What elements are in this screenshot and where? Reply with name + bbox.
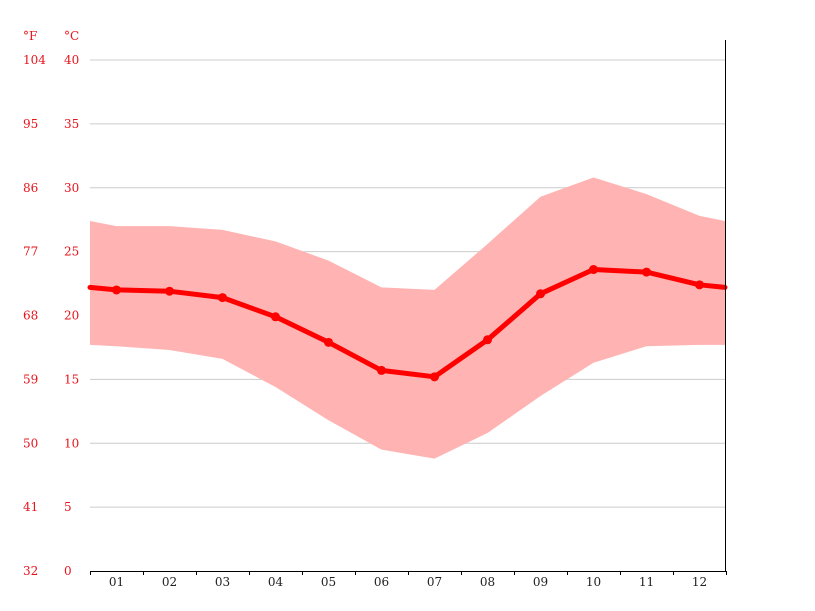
y-tick-fahrenheit: 77 bbox=[23, 245, 38, 259]
y-tick-celsius: 20 bbox=[64, 309, 79, 323]
y-tick-celsius: 40 bbox=[64, 53, 79, 67]
y-tick-fahrenheit: 32 bbox=[23, 564, 38, 578]
mean-point bbox=[483, 335, 492, 345]
axes bbox=[90, 40, 727, 575]
mean-point bbox=[377, 365, 386, 375]
mean-point bbox=[218, 293, 227, 303]
x-tick-label: 02 bbox=[162, 575, 177, 589]
x-tick-label: 07 bbox=[427, 575, 442, 589]
x-tick-label: 10 bbox=[586, 575, 601, 589]
y-tick-celsius: 35 bbox=[64, 117, 79, 131]
y-tick-fahrenheit: 41 bbox=[23, 500, 38, 514]
y-tick-fahrenheit: 68 bbox=[23, 309, 38, 323]
x-tick-labels: 01 02 03 04 05 06 07 08 09 10 11 12 bbox=[109, 575, 707, 589]
temperature-range-band bbox=[90, 177, 725, 459]
x-tick-label: 08 bbox=[480, 575, 495, 589]
x-tick-label: 03 bbox=[215, 575, 230, 589]
mean-point bbox=[589, 265, 598, 275]
celsius-unit-label: °C bbox=[64, 29, 79, 43]
mean-point bbox=[642, 267, 651, 277]
y-tick-celsius: 5 bbox=[64, 500, 72, 514]
mean-temperature-points bbox=[112, 265, 704, 382]
mean-point bbox=[271, 312, 280, 322]
y-tick-celsius: 15 bbox=[64, 372, 79, 386]
y-tick-fahrenheit: 86 bbox=[23, 181, 38, 195]
y-tick-celsius: 30 bbox=[64, 181, 79, 195]
y-tick-fahrenheit: 50 bbox=[23, 436, 38, 450]
mean-point bbox=[324, 337, 333, 347]
mean-point bbox=[536, 289, 545, 299]
fahrenheit-unit-label: °F bbox=[23, 29, 37, 43]
y-tick-celsius: 0 bbox=[64, 564, 72, 578]
y-tick-celsius: 10 bbox=[64, 436, 79, 450]
x-tick-label: 04 bbox=[268, 575, 284, 589]
x-tick-label: 12 bbox=[692, 575, 707, 589]
y-tick-celsius: 25 bbox=[64, 245, 79, 259]
x-tick-label: 05 bbox=[321, 575, 336, 589]
x-tick-label: 11 bbox=[639, 575, 654, 589]
y-tick-fahrenheit: 95 bbox=[23, 117, 38, 131]
y-tick-labels: 32 0 41 5 50 10 59 15 68 20 77 25 86 30 95 35 104 40 bbox=[23, 53, 79, 578]
y-tick-fahrenheit: 59 bbox=[23, 372, 38, 386]
mean-point bbox=[695, 280, 704, 290]
x-tick-label: 06 bbox=[374, 575, 389, 589]
x-tick-label: 01 bbox=[109, 575, 124, 589]
mean-point bbox=[112, 285, 121, 295]
mean-point bbox=[430, 372, 439, 382]
x-tick-label: 09 bbox=[533, 575, 548, 589]
mean-temperature-line bbox=[87, 267, 728, 380]
mean-point bbox=[165, 286, 174, 296]
y-tick-fahrenheit: 104 bbox=[23, 53, 46, 67]
